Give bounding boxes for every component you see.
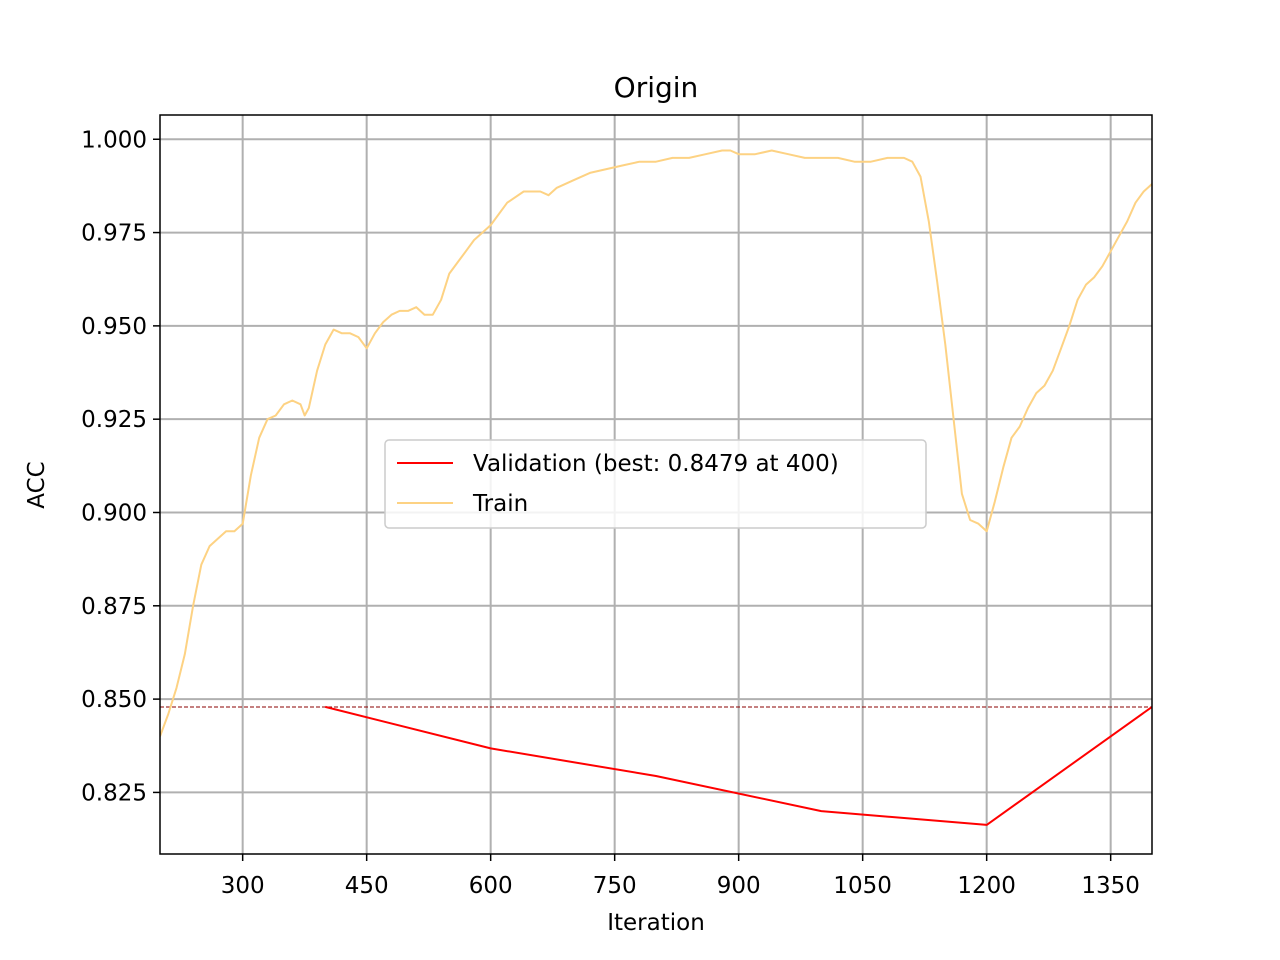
x-tick-label: 1350 (1081, 873, 1140, 899)
chart-title: Origin (614, 71, 699, 104)
legend-label: Validation (best: 0.8479 at 400) (473, 451, 839, 477)
y-tick-label: 0.850 (81, 687, 147, 713)
y-axis: 0.825 0.850 0.875 0.900 0.925 0.950 0.975 1.000 (81, 127, 160, 806)
x-axis: 300 450 600 750 900 1050 1200 1350 (221, 854, 1140, 899)
x-axis-label: Iteration (607, 910, 705, 936)
series-line-train (160, 149, 1152, 737)
y-axis-label: ACC (24, 461, 50, 508)
y-tick-label: 0.925 (81, 407, 147, 433)
y-tick-label: 0.975 (81, 221, 147, 247)
legend-box (384, 439, 927, 529)
legend: Validation (best: 0.8479 at 400) Train (384, 439, 927, 529)
series-line-validation (325, 705, 1152, 826)
legend-label: Train (472, 491, 528, 517)
x-tick-label: 1200 (957, 873, 1016, 899)
y-tick-label: 1.000 (81, 127, 147, 153)
x-tick-label: 1050 (833, 873, 892, 899)
x-tick-label: 750 (593, 873, 637, 899)
grid (160, 115, 1152, 854)
x-tick-label: 600 (469, 873, 513, 899)
y-tick-label: 0.875 (81, 594, 147, 620)
x-tick-label: 900 (717, 873, 761, 899)
x-tick-label: 450 (345, 873, 389, 899)
y-tick-label: 0.900 (81, 500, 147, 526)
y-tick-label: 0.950 (81, 314, 147, 340)
plot-area (160, 149, 1152, 826)
x-tick-label: 300 (221, 873, 265, 899)
axes-frame (159, 114, 1153, 855)
y-tick-label: 0.825 (81, 780, 147, 806)
